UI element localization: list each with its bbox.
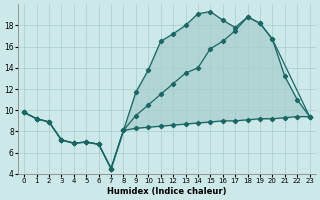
- X-axis label: Humidex (Indice chaleur): Humidex (Indice chaleur): [107, 187, 227, 196]
